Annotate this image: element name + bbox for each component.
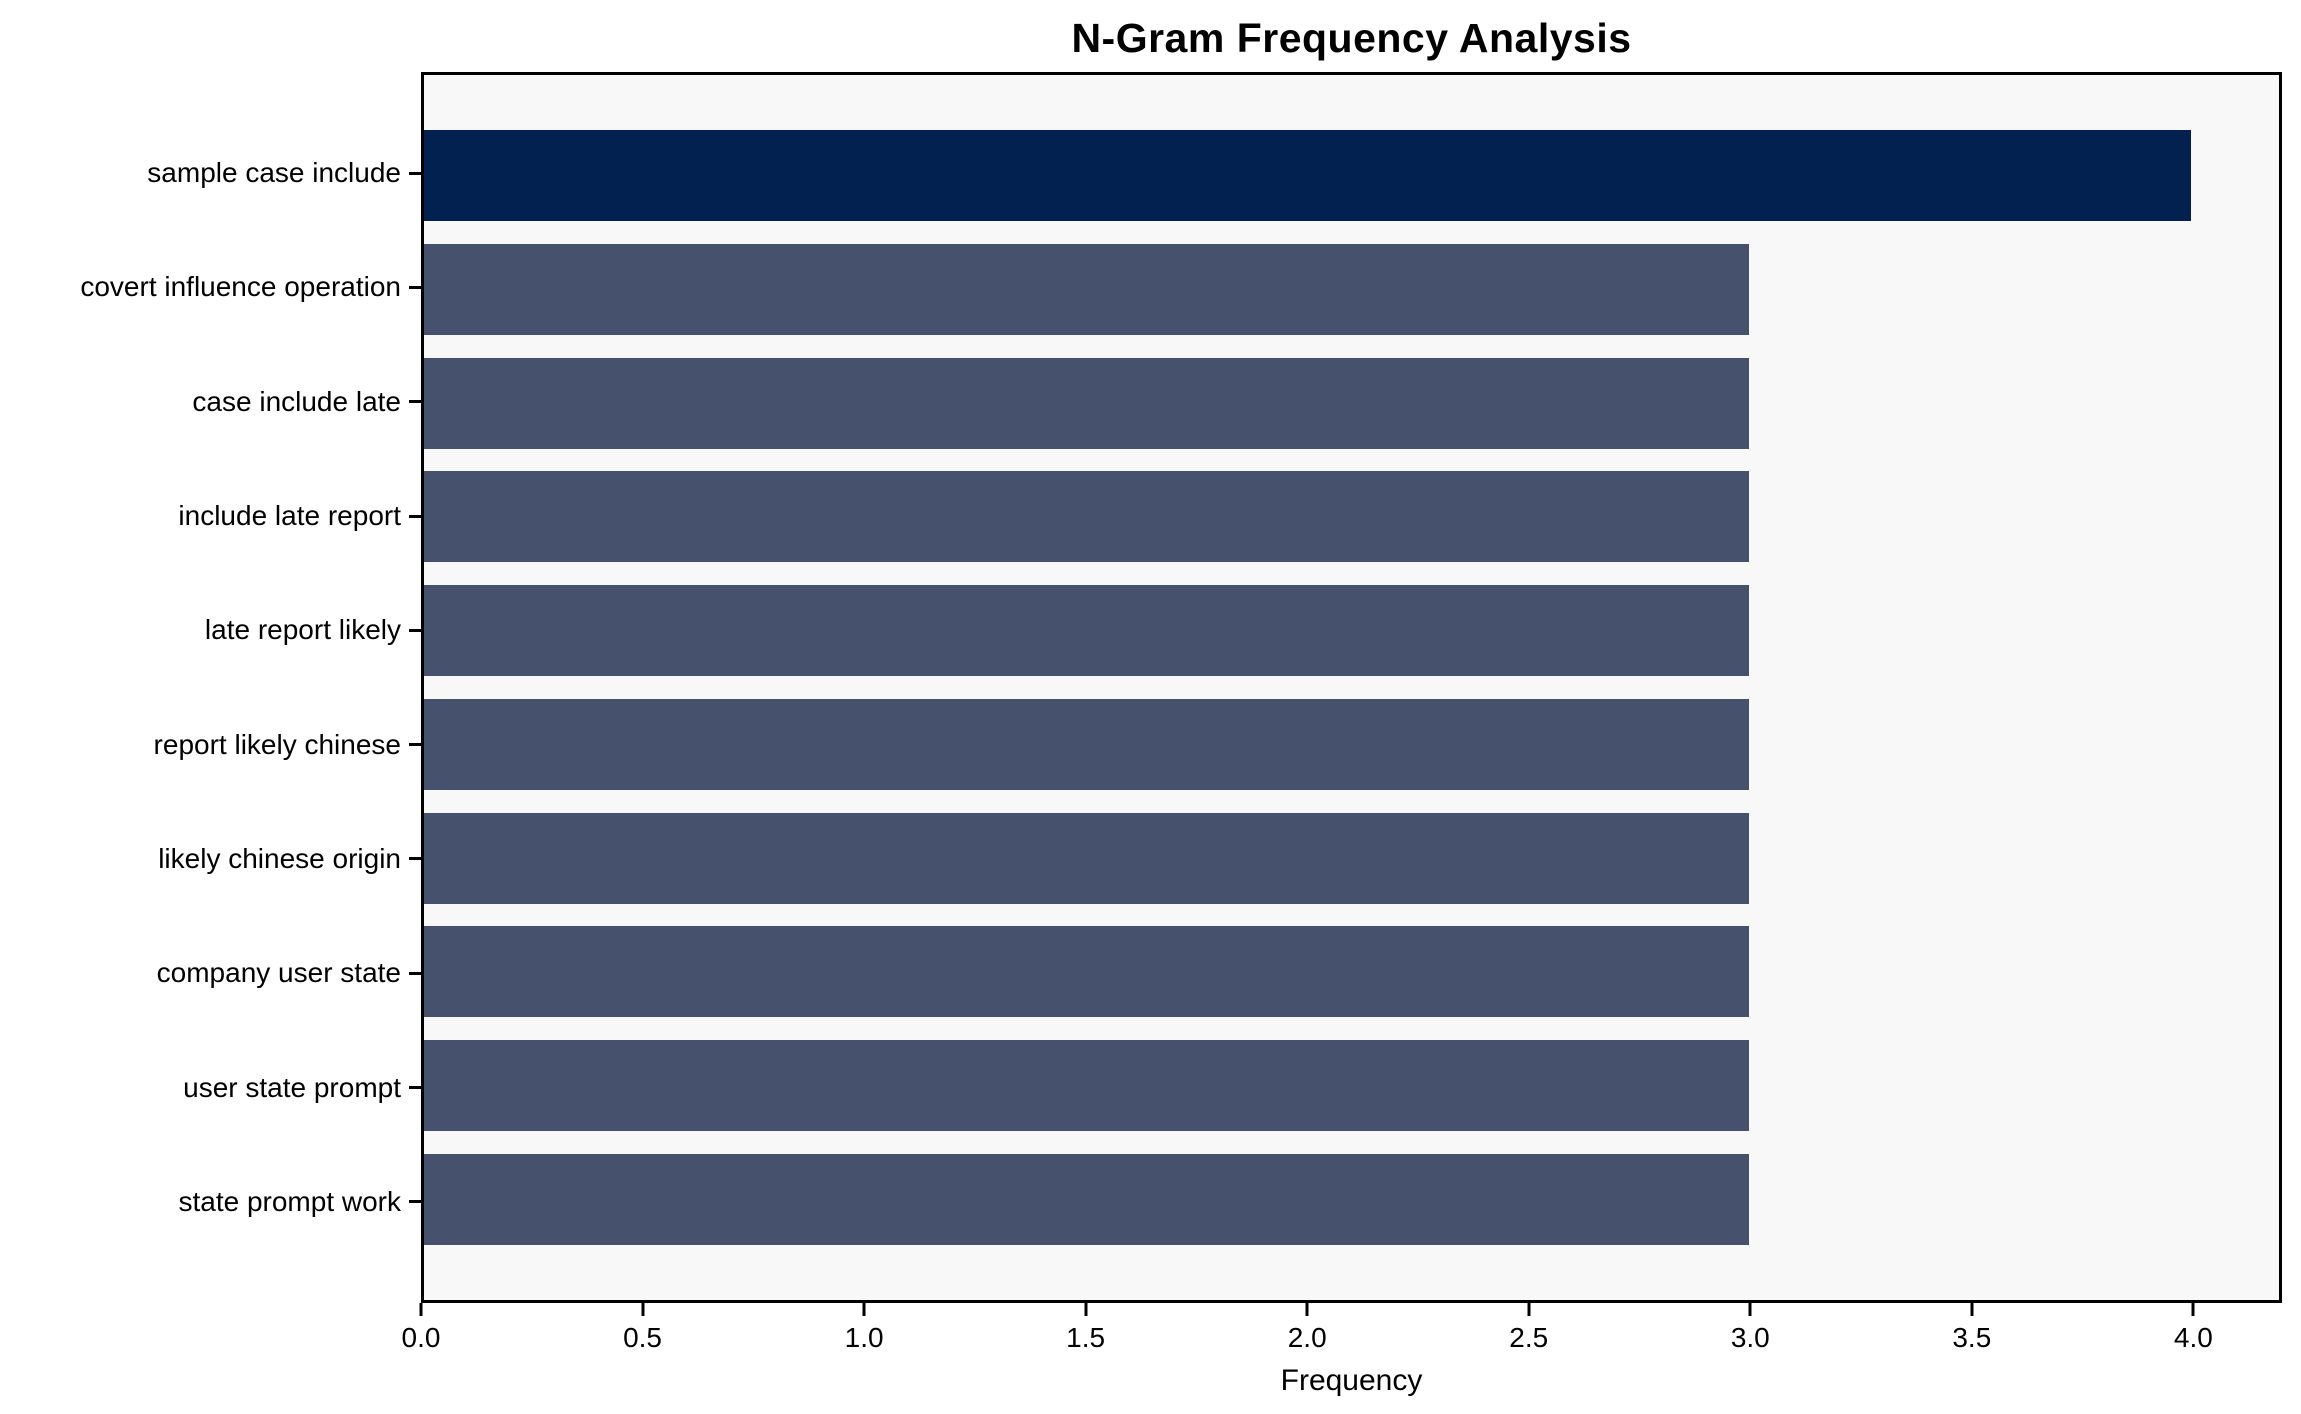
- y-axis-label: case include late: [192, 385, 401, 417]
- y-row: state prompt work: [0, 1145, 421, 1259]
- y-axis-label: covert influence operation: [80, 271, 401, 303]
- y-row: likely chinese origin: [0, 802, 421, 916]
- bar-row: [424, 688, 2279, 802]
- x-tick-label: 0.0: [401, 1322, 441, 1353]
- x-tick-label: 1.5: [1066, 1322, 1106, 1353]
- x-tick-mark: [419, 1303, 423, 1316]
- y-axis-label: include late report: [178, 500, 401, 532]
- y-axis-label: report likely chinese: [153, 728, 401, 760]
- x-tick-mark: [1970, 1303, 1974, 1316]
- y-tick-mark: [409, 514, 421, 518]
- y-tick-mark: [409, 1086, 421, 1090]
- bar: [424, 244, 1749, 336]
- y-axis-label: state prompt work: [178, 1185, 401, 1217]
- y-tick-mark: [409, 857, 421, 861]
- bar: [424, 698, 1749, 790]
- x-tick-label: 2.0: [1287, 1322, 1327, 1353]
- y-tick-mark: [409, 628, 421, 632]
- bar-row: [424, 233, 2279, 347]
- bar-row: [424, 574, 2279, 688]
- y-row: company user state: [0, 916, 421, 1030]
- bar: [424, 812, 1749, 904]
- bar-row: [424, 346, 2279, 460]
- bar: [424, 926, 1749, 1018]
- bar: [424, 1153, 1749, 1245]
- y-row: covert influence operation: [0, 230, 421, 344]
- y-tick-mark: [409, 400, 421, 404]
- x-tick-label: 1.0: [844, 1322, 884, 1353]
- x-tick-mark: [641, 1303, 645, 1316]
- y-row: user state prompt: [0, 1030, 421, 1144]
- y-tick-mark: [409, 285, 421, 289]
- y-row: sample case include: [0, 116, 421, 230]
- x-tick-mark: [1748, 1303, 1752, 1316]
- x-tick-label: 4.0: [2173, 1322, 2213, 1353]
- y-row: report likely chinese: [0, 687, 421, 801]
- x-tick-mark: [2191, 1303, 2195, 1316]
- y-tick-mark: [409, 1200, 421, 1204]
- y-tick-mark: [409, 743, 421, 747]
- y-axis-label: late report likely: [204, 614, 401, 646]
- bar: [424, 1039, 1749, 1131]
- y-row: late report likely: [0, 573, 421, 687]
- x-axis-label: Frequency: [1280, 1364, 1423, 1397]
- y-row: case include late: [0, 345, 421, 459]
- y-row: include late report: [0, 459, 421, 573]
- x-tick-mark: [1305, 1303, 1309, 1316]
- y-axis-label: user state prompt: [183, 1071, 401, 1103]
- bar-row: [424, 1029, 2279, 1143]
- bar: [424, 357, 1749, 449]
- y-axis-label: likely chinese origin: [158, 842, 401, 874]
- bar-row: [424, 119, 2279, 233]
- y-axis-label: sample case include: [147, 157, 401, 189]
- bar-row: [424, 460, 2279, 574]
- bar-row: [424, 915, 2279, 1029]
- x-tick-label: 3.5: [1952, 1322, 1992, 1353]
- bar-row: [424, 801, 2279, 915]
- y-tick-mark: [409, 971, 421, 975]
- bar-row: [424, 1142, 2279, 1256]
- x-tick-mark: [1084, 1303, 1088, 1316]
- bar: [424, 585, 1749, 677]
- x-tick-label: 0.5: [623, 1322, 663, 1353]
- x-tick-label: 3.0: [1730, 1322, 1770, 1353]
- y-axis-labels: sample case include covert influence oper…: [0, 72, 421, 1303]
- x-tick-mark: [1527, 1303, 1531, 1316]
- y-axis-label: company user state: [156, 957, 401, 989]
- x-tick-label: 2.5: [1509, 1322, 1549, 1353]
- bars-container: [424, 75, 2279, 1300]
- bar: [424, 471, 1749, 563]
- chart-title: N-Gram Frequency Analysis: [1071, 15, 1632, 61]
- x-tick-mark: [862, 1303, 866, 1316]
- y-tick-mark: [409, 171, 421, 175]
- bar: [424, 130, 2191, 222]
- plot-area: [421, 72, 2282, 1303]
